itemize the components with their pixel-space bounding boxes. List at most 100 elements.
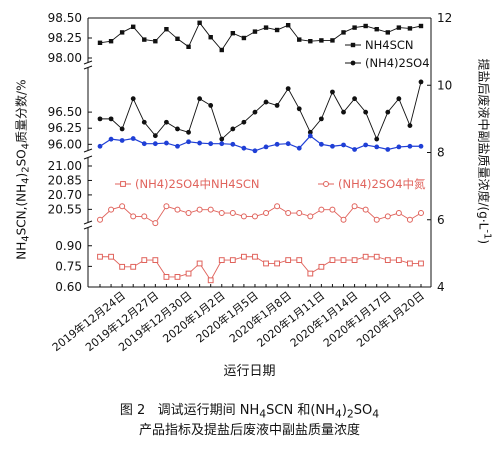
blue-point (119, 138, 125, 143)
blue-point (418, 143, 424, 149)
legend-nh4so4-label: (NH4)2SO4 (365, 56, 430, 70)
blue-point (263, 144, 269, 150)
red-circle-point (263, 210, 270, 217)
nh4scn-point (374, 27, 379, 32)
red-circle-point (207, 206, 214, 213)
red-circle-point (185, 210, 192, 217)
nh4scn-point (119, 30, 125, 35)
red-circle-point (251, 213, 258, 220)
red-square-point (174, 274, 181, 280)
blue-point (330, 143, 335, 149)
red_sq-line (100, 256, 421, 282)
red_ci-line (99, 205, 422, 224)
nh4scn-point (230, 31, 236, 36)
nh4so4-point (108, 116, 114, 122)
nh4scn-point (396, 25, 402, 30)
nh4so4-point (119, 126, 125, 132)
nh4so4-point (330, 89, 335, 95)
nh4scn-point (407, 26, 413, 31)
nh4scn-point (352, 25, 357, 30)
nh4scn-point (142, 37, 147, 42)
left-axis-title-text: NH4SCN,(NH4)2SO4质量分数/% (14, 79, 32, 260)
red-circle-point (285, 210, 292, 217)
blue-point (252, 148, 258, 154)
nh4so4-point (363, 109, 369, 115)
nh4so4-point (197, 96, 203, 102)
red-circle-point (108, 206, 115, 213)
red-circle-point (373, 216, 380, 223)
blue-point (307, 133, 313, 139)
blue-point (407, 143, 413, 149)
nh4so4-point (296, 106, 302, 112)
left-tick-label: 96.50 (48, 105, 82, 119)
nh4scn-point (153, 39, 158, 44)
blue-point (164, 140, 169, 146)
red-circle-point (229, 210, 236, 217)
blue-point (352, 147, 357, 152)
nh4scn-point (175, 36, 180, 41)
nh4so4-point (152, 133, 158, 139)
red-circle-point (318, 206, 325, 213)
blue-point (341, 142, 346, 148)
nh4scn-point (219, 47, 224, 53)
right-axis-title: 提盐后废液中副盐质量浓度/(g·L-1) (476, 59, 493, 259)
left-tick-label: 96.25 (48, 121, 82, 135)
nh4so4-point (208, 103, 214, 108)
nh4scn-point (263, 25, 269, 30)
nh4so4-point (175, 126, 180, 132)
red-square-point (97, 253, 103, 260)
red-circle-point (296, 210, 303, 217)
left-axis-title: NH4SCN,(NH4)2SO4质量分数/% (12, 60, 31, 260)
nh4scn-point (385, 30, 390, 35)
axis-break-mark (83, 225, 93, 230)
red-circle-point (130, 213, 137, 220)
axis-break-mark (83, 148, 93, 153)
blue-point (285, 141, 291, 147)
nh4so4-point (274, 103, 280, 108)
nh4so4-point (252, 109, 258, 115)
blue-point (152, 141, 158, 147)
nh4so4-point (318, 116, 324, 122)
red-square-point (152, 257, 159, 264)
blue-point (374, 144, 380, 150)
left-tick-label: 20.85 (48, 173, 82, 187)
red-square-point (119, 263, 126, 270)
red-circle-point (329, 206, 336, 213)
red-square-point (108, 253, 114, 260)
left-tick-label: 0.90 (55, 239, 82, 253)
left-tick-label: 98.25 (48, 31, 82, 45)
red-square-point (120, 181, 126, 187)
blue-point (186, 139, 191, 145)
nh4so4-point (97, 116, 103, 122)
red-circle-point (174, 206, 181, 213)
blue-point (208, 141, 214, 147)
red-circle-point (218, 210, 225, 217)
blue-point (141, 141, 147, 147)
nh4so4-point (352, 96, 357, 102)
nh4scn-point (274, 27, 280, 33)
nh4so4-point (307, 129, 313, 135)
nh4so4-point (241, 119, 247, 125)
red-square-point (384, 257, 391, 264)
left-tick-label: 96.00 (48, 137, 82, 151)
axis-break-mark (83, 65, 93, 70)
red-square-point (229, 257, 236, 264)
red-square-point (196, 260, 203, 267)
red-circle-point (240, 213, 247, 220)
red-circle-point (384, 213, 391, 220)
nh4scn-point (297, 37, 302, 42)
nh4so4-point (164, 119, 169, 125)
nh4so4-point (230, 126, 236, 132)
red-square-point (318, 263, 325, 270)
left-tick-label: 0.60 (55, 280, 82, 294)
nh4so4-point (263, 99, 269, 105)
blue-point (108, 136, 114, 142)
red-square-point (418, 260, 424, 267)
red-square-point (240, 253, 247, 260)
nh4so4-point (407, 123, 413, 128)
blue-point (296, 145, 302, 151)
right-tick-label: 4 (437, 280, 445, 294)
red-square-point (141, 257, 148, 264)
axis-break-mark (83, 220, 93, 225)
